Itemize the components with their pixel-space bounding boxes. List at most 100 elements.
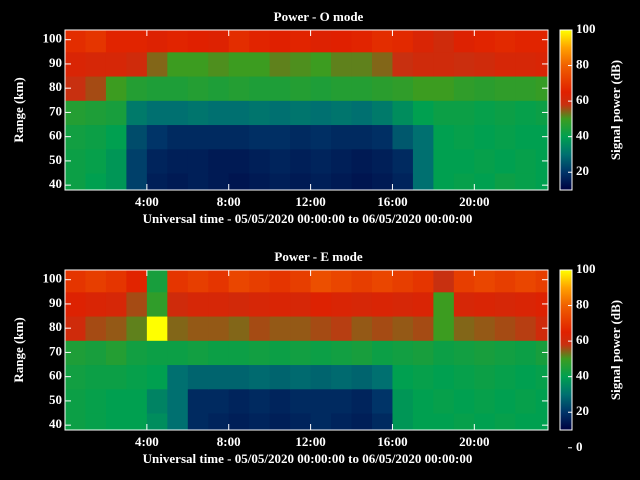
heat-cell	[208, 365, 229, 390]
heat-cell	[413, 413, 434, 430]
heat-cell	[126, 173, 147, 190]
heat-cell	[413, 125, 434, 150]
heat-cell	[106, 100, 127, 125]
heat-cell	[229, 270, 250, 292]
heat-cell	[290, 389, 311, 414]
heat-cell	[290, 76, 311, 101]
heat-cell	[249, 316, 270, 341]
heat-cell	[392, 125, 413, 150]
heat-cell	[352, 52, 373, 77]
heat-cell	[147, 340, 168, 365]
heat-cell	[372, 292, 393, 317]
heat-cell	[352, 100, 373, 125]
heat-cell	[85, 125, 106, 150]
heat-cell	[167, 76, 188, 101]
colorbar-tick-label: 40	[576, 128, 589, 143]
x-tick-label: 8:00	[217, 434, 241, 449]
heat-cell	[413, 270, 434, 292]
y-tick-label: 100	[43, 31, 63, 46]
heat-cell	[433, 270, 454, 292]
heat-cell	[290, 52, 311, 77]
heat-cell	[392, 52, 413, 77]
heat-cell	[495, 173, 516, 190]
heat-cell	[126, 292, 147, 317]
heat-cell	[229, 173, 250, 190]
heat-cell	[352, 365, 373, 390]
heat-cell	[454, 389, 475, 414]
heat-cell	[188, 292, 209, 317]
heat-cell	[311, 292, 332, 317]
y-tick-label: 100	[43, 271, 63, 286]
heat-cell	[147, 125, 168, 150]
heat-cell	[290, 270, 311, 292]
heat-cell	[106, 270, 127, 292]
y-tick-label: 90	[49, 55, 62, 70]
heat-cell	[249, 270, 270, 292]
heat-cell	[208, 292, 229, 317]
heat-cell	[229, 365, 250, 390]
heat-cell	[85, 149, 106, 174]
heat-cell	[495, 316, 516, 341]
heat-cell	[249, 389, 270, 414]
heat-cell	[126, 270, 147, 292]
heat-cell	[106, 292, 127, 317]
heat-cell	[474, 30, 495, 52]
heat-cell	[352, 270, 373, 292]
heat-cell	[372, 340, 393, 365]
heat-cell	[433, 316, 454, 341]
heat-cell	[188, 365, 209, 390]
heat-cell	[454, 413, 475, 430]
heat-cell	[515, 30, 536, 52]
chart-title: Power - E mode	[274, 249, 362, 264]
heat-cell	[536, 413, 549, 430]
heat-cell	[167, 340, 188, 365]
heat-cell	[392, 173, 413, 190]
heat-cell	[515, 52, 536, 77]
heat-cell	[413, 365, 434, 390]
heat-cell	[352, 173, 373, 190]
heat-cell	[413, 340, 434, 365]
heat-cell	[249, 30, 270, 52]
heat-cell	[454, 316, 475, 341]
heat-cell	[311, 413, 332, 430]
heat-cell	[208, 76, 229, 101]
heat-cell	[147, 52, 168, 77]
heat-cell	[147, 173, 168, 190]
heat-cell	[454, 292, 475, 317]
heat-cell	[126, 389, 147, 414]
heat-cell	[188, 52, 209, 77]
heat-cell	[352, 316, 373, 341]
heat-cell	[311, 340, 332, 365]
heat-cell	[167, 292, 188, 317]
heat-cell	[229, 100, 250, 125]
heat-cell	[352, 340, 373, 365]
heat-cell	[311, 270, 332, 292]
heat-cell	[249, 52, 270, 77]
heat-cell	[454, 270, 475, 292]
heat-cell	[495, 30, 516, 52]
heat-cell	[515, 270, 536, 292]
heat-cell	[372, 316, 393, 341]
heat-cell	[208, 389, 229, 414]
heat-cell	[208, 316, 229, 341]
heat-cell	[352, 76, 373, 101]
colorbar-tick-label: 80	[576, 57, 589, 72]
heat-cell	[392, 149, 413, 174]
heat-cell	[85, 413, 106, 430]
y-tick-label: 50	[49, 152, 62, 167]
heat-cell	[311, 100, 332, 125]
heat-cell	[474, 292, 495, 317]
y-axis-label: Range (km)	[11, 317, 26, 382]
colorbar-tick-label: 80	[576, 297, 589, 312]
heat-cell	[495, 76, 516, 101]
heat-cell	[474, 389, 495, 414]
y-tick-label: 70	[49, 343, 62, 358]
x-tick-label: 20:00	[459, 434, 489, 449]
heat-cell	[372, 100, 393, 125]
heat-cell	[454, 125, 475, 150]
heat-cell	[474, 365, 495, 390]
heat-cell	[65, 173, 86, 190]
heat-cell	[392, 30, 413, 52]
heat-cell	[106, 76, 127, 101]
x-tick-label: 12:00	[295, 194, 325, 209]
